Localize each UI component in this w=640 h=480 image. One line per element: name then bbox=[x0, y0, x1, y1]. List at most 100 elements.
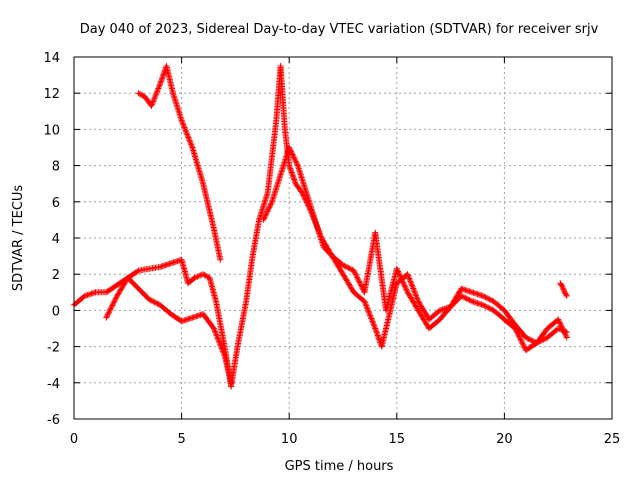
data-point bbox=[481, 293, 488, 300]
data-point bbox=[487, 306, 494, 313]
data-point bbox=[151, 299, 158, 306]
data-point bbox=[219, 346, 226, 353]
data-point bbox=[557, 322, 564, 329]
data-point bbox=[154, 86, 161, 93]
data-point bbox=[263, 211, 270, 218]
data-point bbox=[138, 91, 145, 98]
data-point bbox=[340, 262, 346, 269]
data-point bbox=[154, 88, 161, 95]
data-point bbox=[485, 304, 492, 311]
data-point bbox=[184, 131, 191, 138]
data-point bbox=[180, 123, 187, 130]
data-point bbox=[367, 312, 374, 319]
series-arc-1 bbox=[71, 256, 235, 390]
data-point bbox=[105, 310, 112, 317]
data-point bbox=[562, 331, 569, 338]
data-point bbox=[365, 308, 372, 315]
data-point bbox=[185, 134, 192, 141]
data-point bbox=[482, 294, 489, 301]
data-point bbox=[555, 317, 562, 324]
data-point bbox=[288, 150, 295, 157]
data-point bbox=[414, 295, 421, 302]
data-point bbox=[346, 265, 353, 272]
series-arc-3 bbox=[135, 63, 224, 263]
data-point bbox=[369, 318, 376, 325]
data-point bbox=[80, 293, 87, 300]
data-point bbox=[106, 307, 113, 314]
data-point bbox=[355, 277, 362, 284]
y-tick-label: 12 bbox=[43, 87, 60, 102]
data-point bbox=[561, 330, 568, 337]
data-point bbox=[149, 99, 156, 106]
data-point bbox=[210, 325, 217, 332]
data-point bbox=[146, 296, 153, 303]
data-point bbox=[399, 278, 406, 285]
data-point bbox=[518, 339, 525, 346]
data-point bbox=[221, 351, 228, 358]
data-point bbox=[407, 279, 414, 286]
data-point bbox=[154, 300, 161, 307]
data-point bbox=[356, 278, 363, 285]
series-arc-6 bbox=[557, 280, 570, 299]
data-point bbox=[514, 330, 521, 337]
data-point bbox=[286, 145, 293, 152]
data-point bbox=[405, 274, 412, 281]
data-point bbox=[153, 89, 160, 96]
data-point bbox=[368, 315, 375, 322]
data-point bbox=[113, 294, 120, 301]
data-point bbox=[483, 304, 490, 311]
data-point bbox=[367, 314, 374, 321]
data-point bbox=[363, 304, 370, 311]
data-point bbox=[413, 292, 420, 299]
data-point bbox=[482, 303, 489, 310]
data-point bbox=[526, 336, 533, 343]
data-point bbox=[182, 127, 189, 134]
y-tick-label: 4 bbox=[52, 232, 60, 247]
data-point bbox=[563, 334, 570, 341]
data-point bbox=[560, 286, 567, 293]
data-point bbox=[153, 299, 160, 306]
data-point bbox=[112, 295, 119, 302]
data-point bbox=[261, 214, 268, 221]
data-point bbox=[364, 305, 371, 312]
data-point bbox=[181, 125, 188, 132]
data-point bbox=[105, 309, 112, 316]
x-tick-label: 25 bbox=[604, 432, 621, 447]
data-point bbox=[362, 299, 369, 306]
data-point bbox=[194, 273, 201, 280]
data-point bbox=[260, 216, 267, 223]
data-point bbox=[179, 118, 186, 125]
data-point bbox=[563, 292, 570, 299]
data-point bbox=[487, 296, 494, 303]
data-point bbox=[362, 301, 369, 308]
data-point bbox=[134, 268, 141, 275]
x-axis-label: GPS time / hours bbox=[285, 459, 394, 474]
data-point bbox=[361, 298, 368, 305]
data-point bbox=[213, 332, 220, 339]
data-point bbox=[558, 282, 565, 289]
data-point bbox=[178, 117, 185, 124]
data-point bbox=[368, 316, 375, 323]
data-point bbox=[406, 275, 413, 282]
data-point bbox=[215, 338, 222, 345]
data-point bbox=[463, 295, 470, 302]
data-point bbox=[264, 208, 271, 215]
data-point bbox=[261, 215, 268, 222]
data-point bbox=[156, 82, 163, 89]
data-point bbox=[525, 335, 532, 342]
data-point bbox=[147, 297, 154, 304]
data-point bbox=[560, 327, 567, 334]
data-point bbox=[403, 287, 410, 294]
data-point bbox=[561, 287, 568, 294]
data-point bbox=[354, 274, 361, 281]
data-point bbox=[107, 306, 114, 313]
data-point bbox=[520, 341, 527, 348]
data-point bbox=[262, 212, 269, 219]
data-point bbox=[184, 133, 191, 140]
data-point bbox=[110, 301, 117, 308]
data-point bbox=[402, 285, 409, 292]
data-point bbox=[555, 325, 562, 332]
data-point bbox=[406, 276, 413, 283]
data-point bbox=[524, 335, 531, 342]
